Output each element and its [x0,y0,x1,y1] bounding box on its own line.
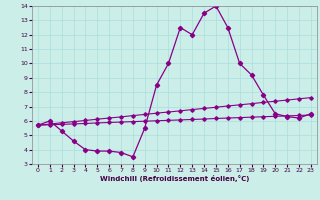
X-axis label: Windchill (Refroidissement éolien,°C): Windchill (Refroidissement éolien,°C) [100,175,249,182]
